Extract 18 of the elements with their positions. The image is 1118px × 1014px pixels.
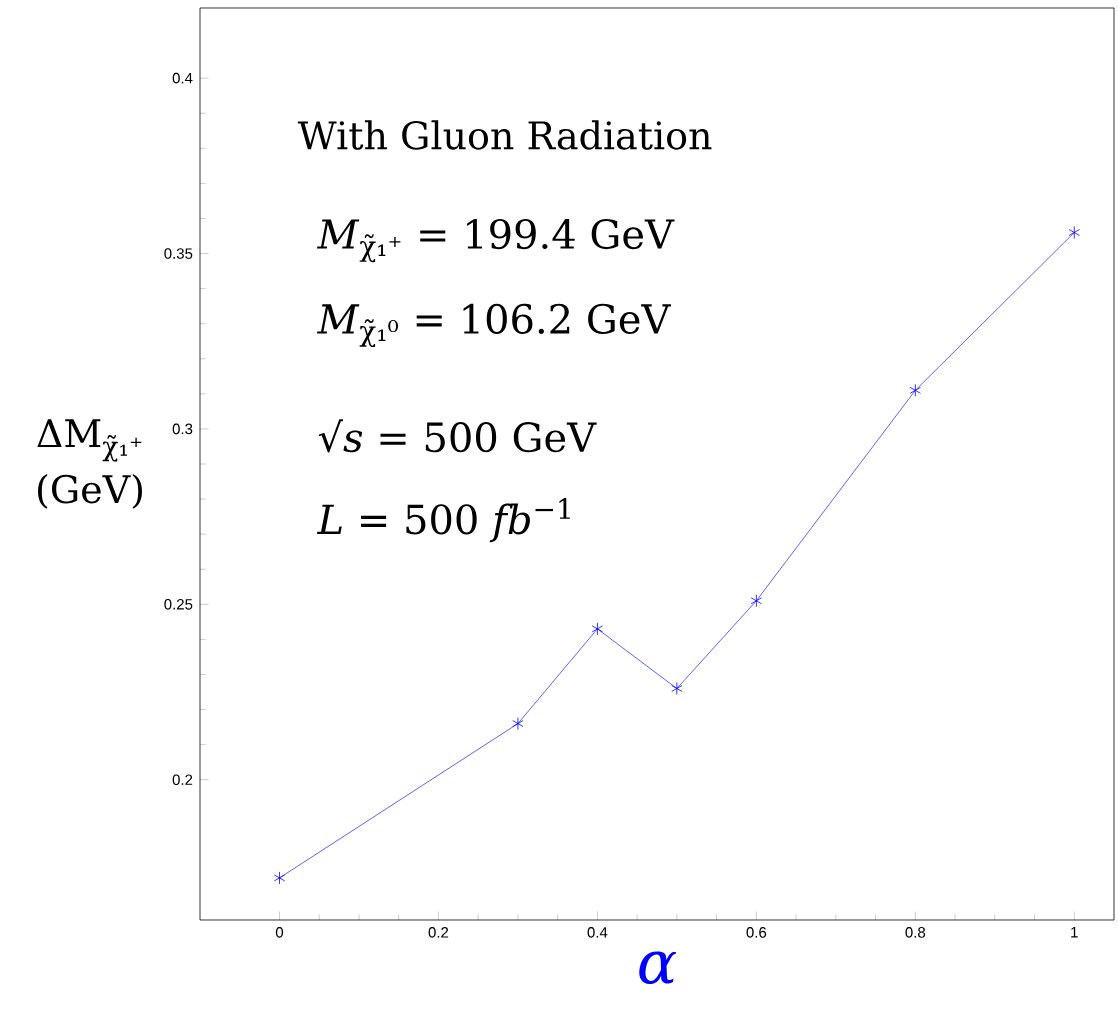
x-tick-label: 0.2	[428, 927, 449, 938]
y-tick-label: 0.2	[172, 774, 193, 786]
y-tick-label: 0.25	[164, 599, 193, 610]
y-axis-title: ΔM$_{χ̃₁⁺}$ (GeV)	[37, 419, 142, 509]
annotation: √s = 500 GeV	[318, 419, 597, 453]
x-tick-label: 0.4	[587, 927, 608, 938]
annotation: M$_{χ̃₁⁰}$ = 106.2 GeV	[316, 303, 671, 348]
x-axis-title: α	[639, 951, 677, 985]
y-tick-label: 0.4	[172, 72, 193, 84]
annotation: M$_{χ̃₁⁺}$ = 199.4 GeV	[316, 218, 675, 263]
y-tick-label: 0.3	[172, 423, 193, 435]
x-tick-label: 1	[1071, 927, 1078, 938]
x-tick-label: 0.6	[746, 927, 767, 938]
x-tick-label: 0	[275, 927, 284, 938]
x-tick-label: 0.8	[905, 927, 926, 938]
annotation: With Gluon Radiation	[297, 120, 712, 150]
y-tick-label: 0.35	[164, 248, 193, 259]
annotation: L = 500 fb$^{−1}$	[316, 498, 570, 543]
